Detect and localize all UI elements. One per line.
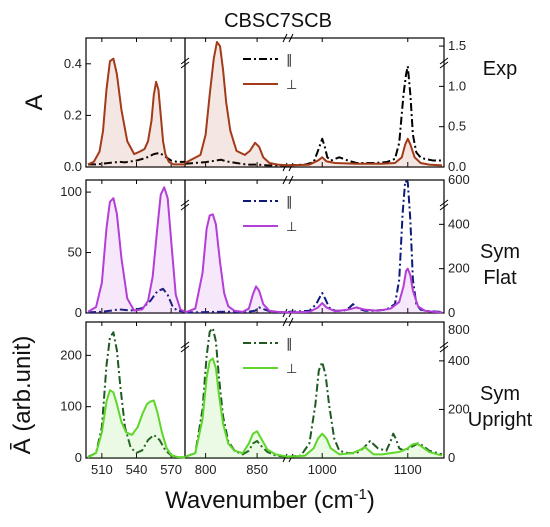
axis-break-mark (282, 175, 294, 185)
panel-frame (85, 321, 445, 459)
panel-label: Exp (483, 58, 517, 80)
series-line-2 (184, 357, 289, 458)
chart-title: CBSC7SCB (224, 10, 332, 32)
x-axis-label: Wavenumber (cm-1) (165, 486, 375, 514)
series-line-2 (184, 213, 289, 314)
series-line-1 (88, 151, 185, 166)
panel-label: Sym (480, 241, 520, 263)
panel-1: 0.0 0.2 0.4 0.0 0.5 1.0 1.5 ∥ ⊥ Exp A (21, 33, 517, 174)
series-area-2 (288, 268, 442, 313)
series-line-1 (287, 65, 442, 167)
axis-break-mark (282, 453, 294, 463)
right-axis-tick-label: 0.5 (448, 119, 466, 134)
left-axis-tick-label: 200 (60, 347, 82, 362)
series-area-2 (185, 358, 288, 458)
series-line-2 (184, 41, 289, 167)
left-axis-tick-label: 0 (75, 450, 82, 465)
x-axis-tick-label: 800 (195, 462, 217, 477)
series-line-2 (87, 57, 185, 166)
series-area-2 (185, 42, 288, 167)
panel-y-axis-label: A (21, 94, 48, 110)
legend-label-2: ⊥ (286, 77, 297, 92)
series-area-2 (288, 138, 442, 167)
x-axis-label-end: ) (367, 487, 375, 514)
panel-frame (85, 37, 445, 168)
series-line-1 (87, 331, 186, 459)
right-axis-tick-label: 200 (448, 261, 470, 276)
axis-break-mark (282, 33, 294, 43)
right-axis-tick-label: 600 (448, 172, 470, 187)
left-axis-tick-label: 0.2 (64, 107, 82, 122)
left-axis-break-mark (180, 199, 190, 211)
panel-label: Flat (483, 267, 517, 289)
legend-label-1: ∥ (286, 194, 293, 209)
x-axis-tick-label: 1000 (308, 462, 337, 477)
right-axis-tick-label: 400 (448, 216, 470, 231)
axis-break-mark (282, 317, 294, 327)
right-axis-tick-label: 200 (448, 401, 470, 416)
series-area-2 (88, 390, 185, 458)
series-line-2 (287, 267, 443, 314)
right-axis-break-mark (439, 57, 449, 69)
series-line-1 (287, 180, 443, 313)
series-line-2 (287, 432, 443, 458)
x-axis-label-base: Wavenumber (cm (165, 487, 353, 514)
panel-frame (85, 179, 445, 314)
right-axis-tick-label: 400 (448, 353, 470, 368)
series-line-2 (287, 137, 443, 167)
legend-label-2: ⊥ (286, 361, 297, 376)
right-axis-tick-label: 800 (448, 322, 470, 337)
left-axis-tick-label: 0 (75, 305, 82, 320)
series-line-1 (287, 361, 443, 458)
left-axis-tick-label: 50 (68, 245, 82, 260)
panel-2: 0 50 100 0 200 400 600 ∥ ⊥ Sym Flat (60, 172, 520, 320)
shared-y-axis-label: Ā (arb.unit) (9, 336, 36, 455)
series-area-2 (88, 187, 185, 313)
left-axis-tick-label: 0.4 (64, 56, 82, 71)
right-axis-tick-label: 1.0 (448, 78, 466, 93)
panel-3: 0 100 200 0 200 400 800 510 540 570 800 850 1000 1100… (60, 317, 533, 477)
panel-label: Upright (468, 409, 533, 431)
panel-label: Sym (480, 383, 520, 405)
left-axis-break-mark (180, 57, 190, 69)
left-axis-tick-label: 100 (60, 184, 82, 199)
series-area-2 (88, 58, 185, 167)
right-axis-tick-label: 0.0 (448, 159, 466, 174)
legend-label-1: ∥ (286, 52, 293, 67)
series-line-2 (87, 389, 186, 459)
legend-label-2: ⊥ (286, 219, 297, 234)
series-line-1 (87, 287, 186, 314)
series-line-1 (184, 158, 288, 167)
x-axis-tick-label: 570 (160, 462, 182, 477)
right-axis-tick-label: 1.5 (448, 38, 466, 53)
x-axis-label-exponent: -1 (354, 486, 367, 503)
right-axis-break-mark (439, 199, 449, 211)
right-axis-break-mark (439, 341, 449, 353)
right-axis-tick-label: 0 (448, 450, 455, 465)
x-axis-tick-label: 850 (246, 462, 268, 477)
x-axis-tick-label: 510 (91, 462, 113, 477)
x-axis-tick-label: 1100 (394, 462, 422, 477)
left-axis-tick-label: 100 (60, 399, 82, 414)
legend-label-1: ∥ (286, 336, 293, 351)
left-axis-tick-label: 0.0 (64, 159, 82, 174)
right-axis-tick-label: 0 (448, 305, 455, 320)
x-axis-tick-label: 540 (126, 462, 148, 477)
left-axis-break-mark (180, 341, 190, 353)
series-line-2 (87, 186, 186, 313)
series-area-2 (185, 214, 288, 313)
